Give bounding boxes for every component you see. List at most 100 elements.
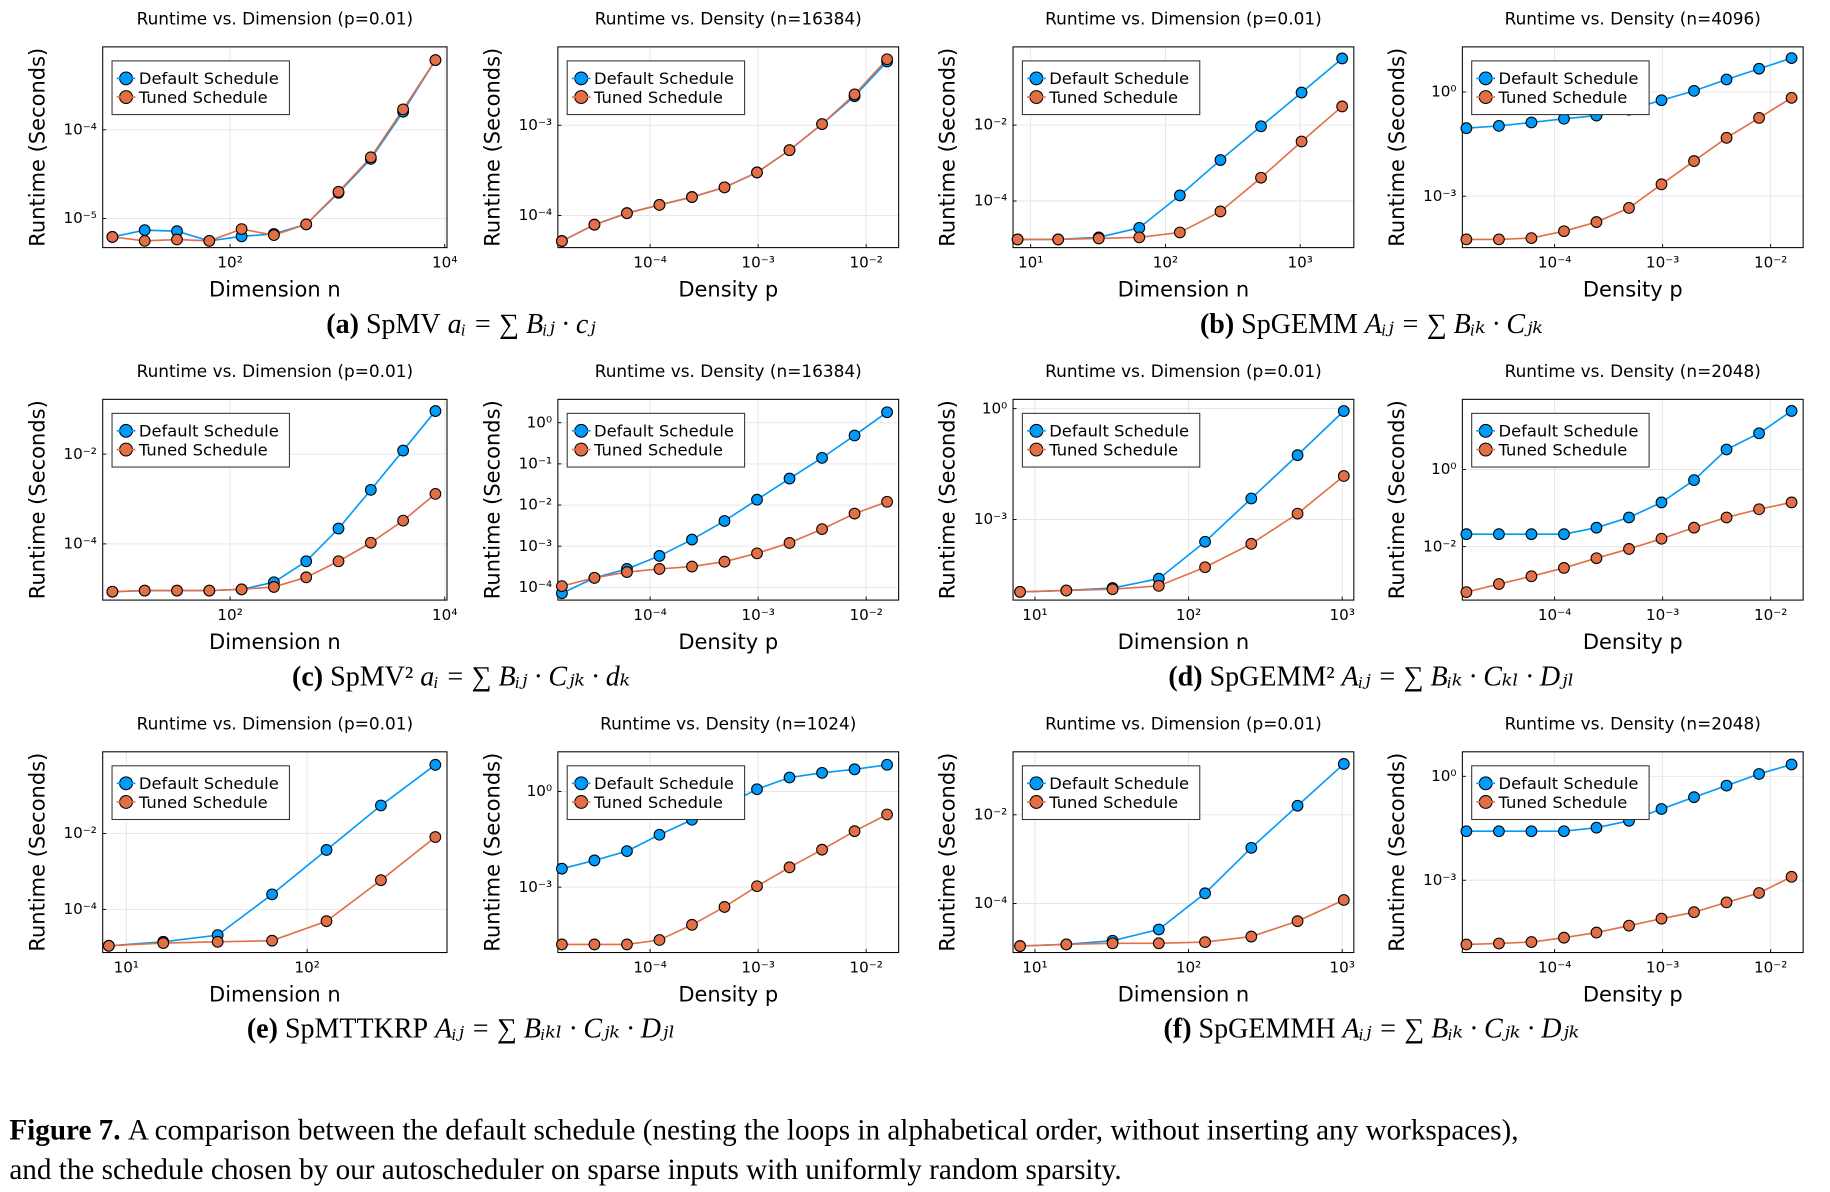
data-point bbox=[1214, 154, 1227, 166]
legend-label: Tuned Schedule bbox=[138, 793, 268, 812]
plot-frame bbox=[1461, 751, 1804, 954]
data-point bbox=[1785, 91, 1798, 104]
data-point bbox=[1525, 232, 1538, 245]
legend-label: Default Schedule bbox=[139, 69, 279, 88]
data-point bbox=[621, 207, 633, 220]
data-point bbox=[1753, 62, 1765, 75]
y-axis-label: Runtime (Seconds) bbox=[1385, 400, 1409, 599]
data-point bbox=[1092, 232, 1105, 245]
legend-box bbox=[1021, 412, 1201, 468]
data-point bbox=[783, 861, 796, 874]
data-point bbox=[106, 231, 119, 243]
data-point bbox=[881, 808, 893, 821]
legend-label: Tuned Schedule bbox=[1498, 88, 1628, 107]
legend-label: Tuned Schedule bbox=[593, 793, 723, 812]
data-point bbox=[203, 234, 216, 247]
x-tick-label: 10⁻² bbox=[849, 253, 882, 271]
y-axis-label: Runtime (Seconds) bbox=[25, 753, 49, 952]
data-point bbox=[1493, 937, 1505, 950]
data-point bbox=[1720, 443, 1733, 456]
data-point bbox=[102, 939, 115, 952]
data-point bbox=[1655, 94, 1668, 107]
chart-title: Runtime vs. Density (n=4096) bbox=[1505, 9, 1761, 29]
y-axis-label: Runtime (Seconds) bbox=[25, 48, 49, 247]
data-point bbox=[157, 937, 170, 949]
data-point bbox=[1590, 552, 1603, 565]
data-point bbox=[1785, 870, 1798, 883]
data-point bbox=[266, 888, 278, 901]
data-point bbox=[816, 766, 828, 779]
legend-label: Default Schedule bbox=[1499, 69, 1639, 88]
y-tick-label: 10⁻⁴ bbox=[974, 192, 1007, 210]
chart-title: Runtime vs. Dimension (p=0.01) bbox=[1045, 9, 1322, 29]
x-tick-label: 10⁻² bbox=[849, 958, 882, 976]
subcaption-name: SpGEMMH bbox=[1199, 1014, 1336, 1045]
data-point bbox=[1753, 503, 1765, 516]
x-tick-label: 10⁻³ bbox=[1646, 958, 1679, 976]
subcaption-formula: Aᵢⱼ = ∑ Bᵢₖ · Cⱼₖ bbox=[1363, 309, 1543, 340]
y-tick-label: 10⁻² bbox=[519, 496, 552, 514]
subcaption-formula: aᵢ = ∑ Bᵢⱼ · cⱼ bbox=[448, 309, 597, 340]
data-point bbox=[1199, 887, 1211, 900]
data-point bbox=[1106, 583, 1119, 596]
data-point bbox=[1173, 226, 1186, 239]
data-point bbox=[1753, 112, 1765, 124]
data-point bbox=[1688, 791, 1700, 804]
legend-label: Default Schedule bbox=[1049, 69, 1189, 88]
legend-label: Default Schedule bbox=[594, 422, 734, 441]
data-point bbox=[1558, 528, 1570, 541]
subcaption-label: (c) bbox=[292, 661, 323, 692]
data-point bbox=[1493, 825, 1505, 838]
x-tick-label: 10¹ bbox=[114, 958, 139, 976]
y-axis-label: Runtime (Seconds) bbox=[25, 400, 49, 599]
data-point bbox=[375, 874, 387, 887]
x-tick-label: 10⁻³ bbox=[1646, 606, 1679, 624]
x-axis-label: Density p bbox=[678, 630, 778, 654]
subcaption-name: SpMV² bbox=[330, 661, 413, 692]
x-tick-label: 10⁻³ bbox=[741, 253, 774, 271]
data-point bbox=[751, 880, 763, 893]
data-point bbox=[621, 938, 633, 951]
legend-box bbox=[1471, 60, 1650, 116]
data-point bbox=[848, 825, 861, 838]
y-tick-label: 10⁻² bbox=[63, 824, 96, 842]
data-point bbox=[1753, 427, 1765, 440]
subcaption: (b) SpGEMM Aᵢⱼ = ∑ Bᵢₖ · Cⱼₖ bbox=[1200, 309, 1543, 340]
data-point bbox=[718, 181, 731, 194]
data-point bbox=[653, 563, 666, 575]
data-point bbox=[1011, 233, 1024, 246]
subcaption-label: (e) bbox=[247, 1014, 278, 1045]
plot-frame bbox=[1012, 46, 1355, 249]
data-point bbox=[1336, 100, 1349, 113]
data-point bbox=[1558, 225, 1570, 238]
data-point bbox=[1060, 584, 1073, 597]
data-point bbox=[1525, 570, 1538, 583]
caption-text: A comparison between the default schedul… bbox=[128, 1114, 1519, 1146]
legend-label: Tuned Schedule bbox=[138, 440, 268, 459]
data-point bbox=[1688, 474, 1700, 487]
data-point bbox=[1199, 561, 1211, 574]
x-tick-label: 10³ bbox=[1288, 253, 1313, 271]
data-point bbox=[1133, 231, 1146, 244]
data-point bbox=[848, 763, 861, 776]
plot-frame bbox=[102, 751, 448, 954]
legend-label: Tuned Schedule bbox=[138, 88, 268, 107]
data-point bbox=[588, 854, 601, 867]
x-tick-label: 10² bbox=[217, 606, 242, 624]
data-point bbox=[138, 584, 151, 597]
legend-label: Tuned Schedule bbox=[1498, 440, 1628, 459]
data-point bbox=[1460, 825, 1473, 838]
data-point bbox=[1493, 528, 1505, 541]
plot-frame bbox=[1461, 46, 1804, 249]
x-tick-label: 10⁻³ bbox=[1646, 253, 1679, 271]
data-point bbox=[138, 224, 151, 237]
data-point bbox=[1785, 758, 1798, 771]
data-point bbox=[686, 918, 698, 931]
data-point bbox=[783, 144, 796, 157]
x-tick-label: 10¹ bbox=[1022, 606, 1047, 624]
data-point bbox=[1590, 821, 1603, 834]
y-tick-label: 10⁻³ bbox=[519, 537, 552, 555]
data-point bbox=[1337, 894, 1350, 906]
data-point bbox=[364, 536, 377, 549]
